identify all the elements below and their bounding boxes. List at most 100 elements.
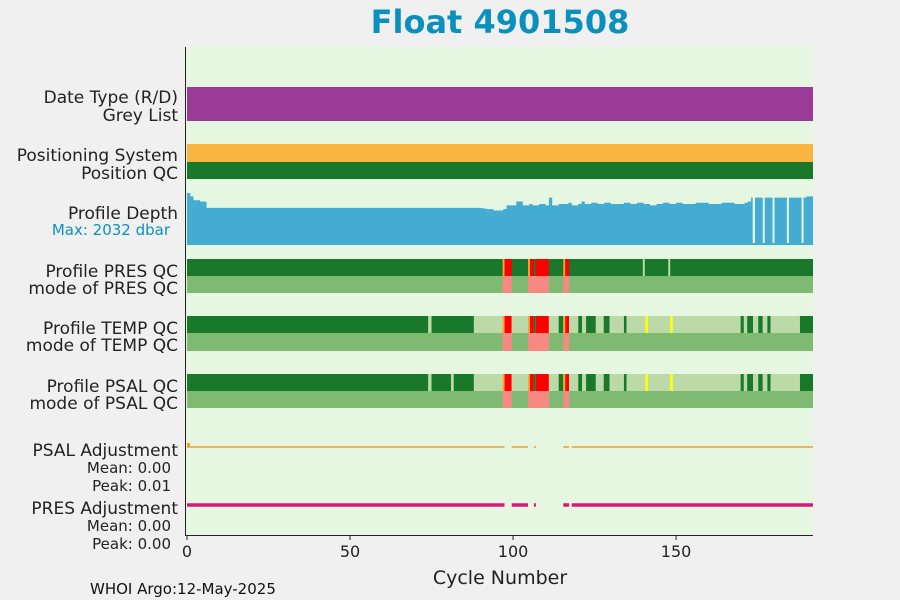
row-label: Profile PRES QC [45,262,178,282]
row-labels: Date Type (R/D)Grey List Positioning Syst… [17,88,179,553]
psal-qc-mark-24 [623,374,627,391]
psal-qc-mark-17 [569,374,579,391]
pres-qc-mark-1 [504,259,512,276]
footer-credit: WHOI Argo:12-May-2025 [90,580,276,598]
pres-mode-mark-2 [563,276,570,293]
temp-mode-mark-2 [563,333,570,351]
psal-qc-mark-37 [770,374,800,391]
temp-qc-mark-5 [504,316,512,333]
date-type-band [187,87,813,121]
x-tick-label: 150 [661,542,692,561]
row-label: PRES Adjustment [31,499,178,519]
psal-qc-mark-38 [799,374,813,391]
temp-qc-mark-3 [473,316,503,333]
psal-qc-mark-21 [595,374,604,391]
pres-qc-mark-4 [533,259,536,276]
temp-qc-mark-23 [626,316,646,333]
psal-qc-mark-33 [753,374,759,391]
temp-qc-mark-0 [187,316,429,333]
temp-mode-mark-0 [502,333,512,351]
temp-qc-mark-11 [548,316,559,333]
temp-qc-mark-29 [743,316,748,333]
psal-qc-mark-4 [453,374,474,391]
temp-qc-mark-17 [582,316,587,333]
psal-qc-mark-8 [511,374,529,391]
temp-qc-mark-35 [770,316,800,333]
psal-qc-mark-19 [582,374,587,391]
psal-qc-mark-3 [451,374,454,391]
psal-qc-mark-29 [672,374,741,391]
temp-qc-mark-22 [623,316,627,333]
temp-qc-mark-9 [533,316,536,333]
temp-qc-mark-4 [502,316,505,333]
psal-mode-mark-1 [528,391,549,408]
pres-qc-mark-7 [565,259,570,276]
psal-qc-mark-36 [767,374,771,391]
temp-qc-mark-21 [609,316,624,333]
positioning-system-band [187,144,813,162]
temp-qc-mark-10 [535,316,549,333]
temp-qc-mark-36 [799,316,813,333]
psal-qc-mark-10 [529,374,534,391]
profile-depth-gap-1 [762,193,765,243]
profile-depth-max-label: Max: 2032 dbar [52,221,171,239]
psal-qc-mark-34 [758,374,763,391]
psal-qc-mark-15 [563,374,566,391]
temp-qc-mark-1 [428,316,432,333]
row-label: mode of PSAL QC [29,394,178,414]
pres-qc-mark-6 [563,259,566,276]
psal-qc-mark-27 [648,374,671,391]
pres-mode-mark-0 [502,276,512,293]
psal-qc-mark-32 [747,374,754,391]
temp-qc-mark-8 [529,316,534,333]
psal-qc-mark-22 [603,374,610,391]
temp-qc-mark-34 [767,316,771,333]
psal-qc-mark-20 [586,374,596,391]
position-qc-band [187,162,813,179]
psal-qc-mark-2 [431,374,452,391]
adjustment-stat: Peak: 0.00 [92,535,171,553]
psal-qc-mark-28 [670,374,673,391]
temp-qc-mark-30 [747,316,754,333]
adjustment-stat: Mean: 0.00 [87,517,171,535]
temp-qc-mark-25 [648,316,671,333]
psal-qc-mark-9 [528,374,530,391]
row-label: PSAL Adjustment [33,441,179,461]
temp-qc-mark-13 [563,316,566,333]
pres-mode-band [187,276,813,293]
psal-qc-mark-23 [609,374,624,391]
temp-qc-mark-31 [753,316,759,333]
temp-qc-mark-15 [569,316,579,333]
psal-qc-mark-13 [548,374,559,391]
psal-adjustment-start-marker [187,443,190,447]
profile-depth-gap-3 [786,193,789,243]
psal-qc-mark-26 [645,374,649,391]
psal-qc-mark-1 [428,374,432,391]
pres-qc-mark-3 [529,259,534,276]
pres-qc-mark-5 [535,259,549,276]
row-label: Position QC [81,164,178,184]
row-label: Grey List [103,106,179,126]
psal-qc-mark-35 [762,374,768,391]
temp-qc-mark-33 [762,316,768,333]
psal-qc-mark-6 [502,374,505,391]
pres-mode-mark-1 [528,276,549,293]
psal-qc-mark-7 [504,374,512,391]
chart-marks [187,87,813,507]
temp-qc-mark-32 [758,316,763,333]
row-label: mode of TEMP QC [26,336,178,356]
temp-mode-band [187,333,813,351]
temp-qc-mark-19 [595,316,604,333]
pres-qc-mark-2 [528,259,530,276]
temp-qc-mark-26 [670,316,673,333]
psal-qc-mark-0 [187,374,429,391]
row-label: Profile TEMP QC [43,319,178,339]
x-tick-label: 100 [498,542,529,561]
psal-qc-mark-30 [740,374,744,391]
psal-mode-mark-2 [563,391,570,408]
psal-mode-band [187,391,813,408]
temp-qc-mark-14 [565,316,570,333]
x-tick-label: 0 [182,542,192,561]
psal-qc-mark-31 [743,374,748,391]
